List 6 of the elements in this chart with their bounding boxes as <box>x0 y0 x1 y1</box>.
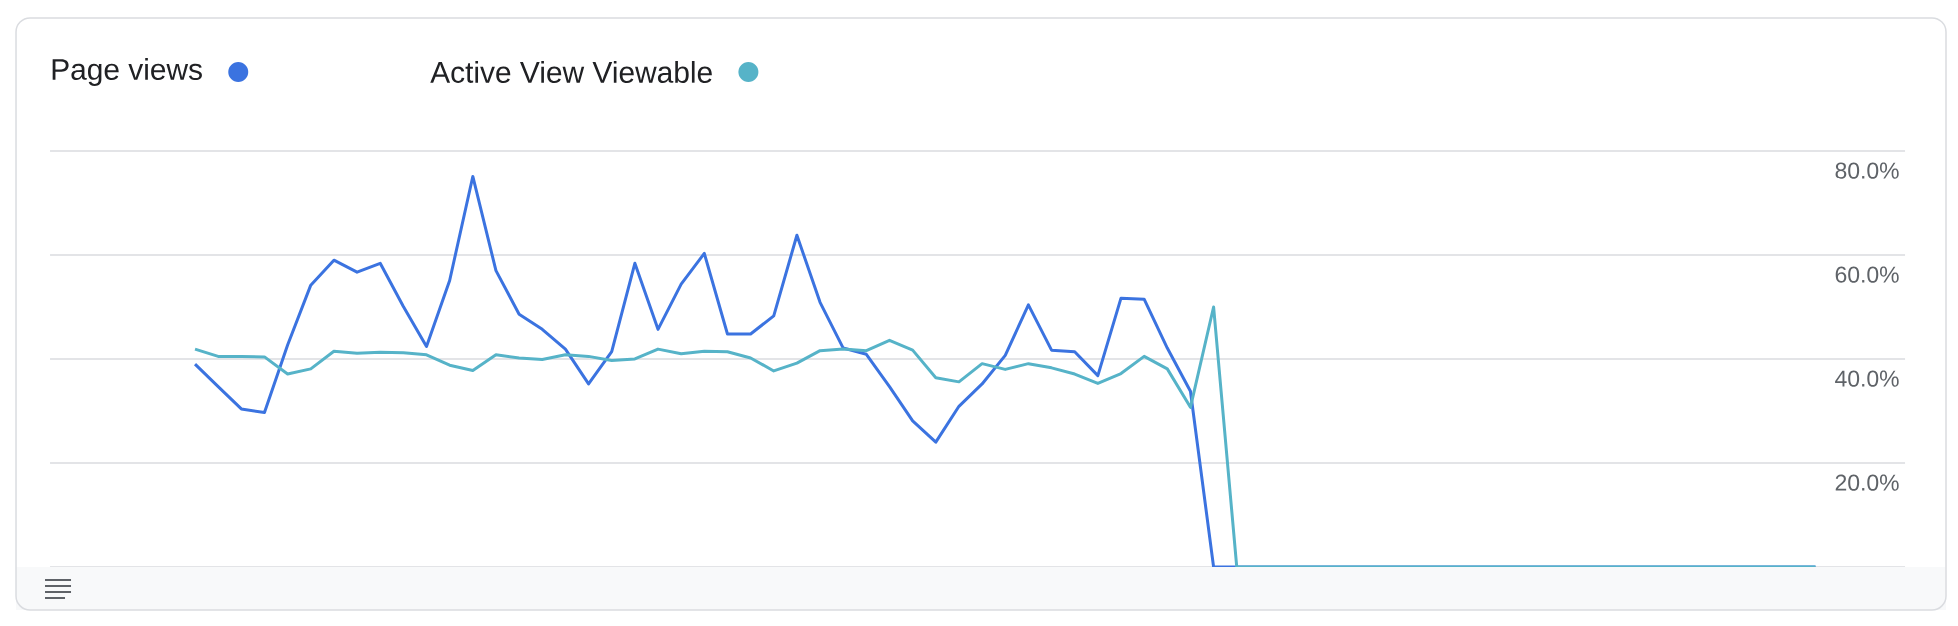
y-tick-label: 60.0% <box>1835 266 1899 283</box>
legend-label: Active View Viewable <box>430 61 712 83</box>
y-tick-label: 20.0% <box>1835 474 1899 491</box>
y-tick-label: 40.0% <box>1835 370 1899 387</box>
legend-label: Page views <box>52 58 202 86</box>
y-tick-label: 80.0% <box>1835 162 1899 179</box>
